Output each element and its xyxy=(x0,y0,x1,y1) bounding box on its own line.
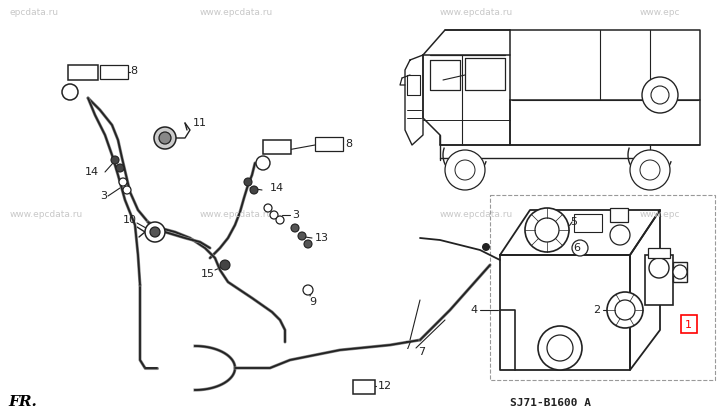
Circle shape xyxy=(538,326,582,370)
Bar xyxy=(673,262,687,282)
Text: 8: 8 xyxy=(345,139,352,149)
Circle shape xyxy=(640,160,660,180)
Text: 2: 2 xyxy=(593,305,600,315)
Circle shape xyxy=(455,160,475,180)
Text: 10: 10 xyxy=(123,215,137,225)
Circle shape xyxy=(276,216,284,224)
Text: 7: 7 xyxy=(404,341,411,351)
Circle shape xyxy=(62,84,78,100)
Circle shape xyxy=(525,208,569,252)
Text: 1: 1 xyxy=(685,320,692,330)
Text: www.epc: www.epc xyxy=(640,8,681,17)
Circle shape xyxy=(111,156,119,164)
Circle shape xyxy=(298,232,306,240)
Bar xyxy=(263,140,291,154)
Circle shape xyxy=(145,222,165,242)
Text: 11: 11 xyxy=(193,118,207,128)
Circle shape xyxy=(547,335,573,361)
Text: epcdata.ru: epcdata.ru xyxy=(10,8,59,17)
Text: 12: 12 xyxy=(378,381,392,391)
Circle shape xyxy=(304,240,312,248)
Text: 6: 6 xyxy=(573,243,580,253)
Circle shape xyxy=(220,260,230,270)
Circle shape xyxy=(482,243,490,251)
Text: 8: 8 xyxy=(130,66,137,76)
Text: SJ71-B1600 A: SJ71-B1600 A xyxy=(510,398,591,408)
Text: 15: 15 xyxy=(201,269,215,279)
Circle shape xyxy=(630,150,670,190)
Text: 3: 3 xyxy=(100,191,107,201)
Text: www.epcdata.ru: www.epcdata.ru xyxy=(10,210,83,219)
Circle shape xyxy=(535,218,559,242)
Bar xyxy=(68,65,98,80)
Circle shape xyxy=(250,186,258,194)
Circle shape xyxy=(159,132,171,144)
Text: 9: 9 xyxy=(309,297,317,307)
Circle shape xyxy=(150,227,160,237)
Circle shape xyxy=(610,225,630,245)
Text: 13: 13 xyxy=(315,233,329,243)
Text: www.epcdata.ru: www.epcdata.ru xyxy=(200,8,273,17)
Circle shape xyxy=(154,127,176,149)
Circle shape xyxy=(642,77,678,113)
Circle shape xyxy=(264,204,272,212)
Circle shape xyxy=(673,265,687,279)
Bar xyxy=(353,380,375,394)
Bar xyxy=(648,248,670,258)
Text: 5: 5 xyxy=(570,217,577,227)
Circle shape xyxy=(572,240,588,256)
Circle shape xyxy=(291,224,299,232)
Bar xyxy=(681,315,697,333)
Text: 7: 7 xyxy=(418,347,425,357)
Text: www.epc: www.epc xyxy=(640,210,681,219)
Circle shape xyxy=(116,164,124,172)
Text: www.epcdata.ru: www.epcdata.ru xyxy=(200,210,273,219)
Bar xyxy=(315,137,343,151)
Bar xyxy=(645,255,673,305)
Circle shape xyxy=(607,292,643,328)
Text: FR.: FR. xyxy=(8,395,36,409)
Bar xyxy=(574,214,602,232)
Circle shape xyxy=(256,156,270,170)
Circle shape xyxy=(615,300,635,320)
Circle shape xyxy=(651,86,669,104)
Circle shape xyxy=(119,178,127,186)
Bar xyxy=(490,195,715,380)
Text: www.epcdata.ru: www.epcdata.ru xyxy=(440,210,513,219)
Circle shape xyxy=(270,211,278,219)
Text: 4: 4 xyxy=(471,305,478,315)
Bar xyxy=(610,208,628,222)
Circle shape xyxy=(649,258,669,278)
Circle shape xyxy=(244,178,252,186)
Circle shape xyxy=(303,285,313,295)
Text: 3: 3 xyxy=(292,210,299,220)
Circle shape xyxy=(123,186,131,194)
Text: 14: 14 xyxy=(270,183,284,193)
Bar xyxy=(100,65,128,79)
Circle shape xyxy=(445,150,485,190)
Text: 14: 14 xyxy=(85,167,99,177)
Text: www.epcdata.ru: www.epcdata.ru xyxy=(440,8,513,17)
